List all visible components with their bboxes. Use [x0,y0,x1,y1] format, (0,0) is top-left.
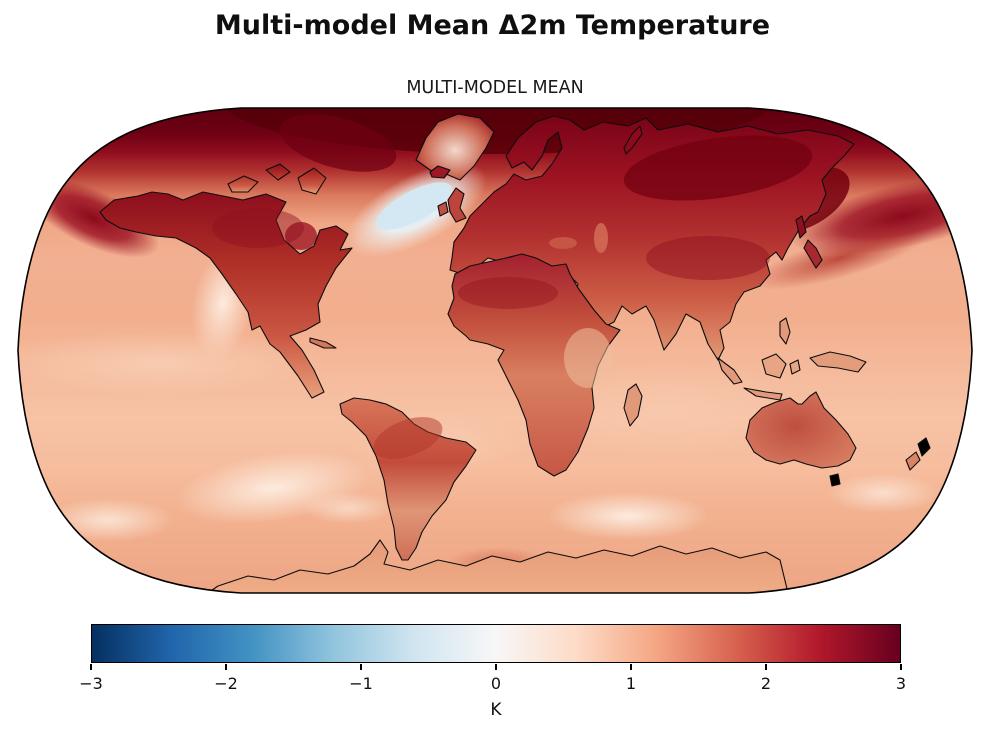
tick-label: −2 [214,674,238,693]
cuba-island [309,337,337,349]
map-panel-title: MULTI-MODEL MEAN [406,78,584,98]
java-island [743,387,783,401]
sahara-dark-anomaly [458,277,558,309]
south-america-landmass [339,397,477,561]
indian-ocean-light [533,363,803,453]
canada-dark-anomaly [212,208,304,248]
ireland-island [437,201,449,217]
colorbar-gradient [91,624,901,663]
new-zealand-south-island [905,451,921,471]
australia-landmass [745,391,857,469]
uk-island [447,187,467,223]
tick-label: −1 [349,674,373,693]
new-zealand-north-island [917,437,931,457]
tick-label: 1 [625,674,637,693]
siberia-dark-anomaly [623,135,813,201]
tick-mark [90,664,92,670]
east-africa-light-anomaly [564,328,612,388]
baffin-warm-patch [279,114,397,172]
colorbar-unit-label: K [490,700,502,720]
borneo-island [761,353,787,379]
tick-mark [765,664,767,670]
tick-label: 0 [490,674,502,693]
sulawesi-island [789,359,801,375]
southern-ocean-light-3 [827,473,939,513]
tick-label: −3 [79,674,103,693]
kuroshio-warm-band [751,226,929,290]
tick-label: 3 [895,674,907,693]
africa-landmass [447,253,621,477]
southern-ocean-light-1 [546,492,710,540]
caspian-sea [594,223,608,253]
tick-mark [495,664,497,670]
new-guinea-island [809,351,867,373]
colorbar-ticks: −3 −2 −1 0 1 2 3 [79,663,906,703]
southern-ocean-light-4 [302,492,394,524]
sumatra-island [717,357,743,385]
black-sea [549,237,577,249]
sakhalin-island [795,215,807,239]
tick-mark [225,664,227,670]
north-america-landmass [99,191,353,399]
colorbar: −3 −2 −1 0 1 2 3 K [79,624,906,734]
tick-label: 2 [760,674,772,693]
japan-islands [803,239,823,269]
north-pacific-warm-patch [26,178,160,258]
tick-mark [360,664,362,670]
southern-ocean-light-2 [42,498,174,542]
world-map-panel [17,107,973,594]
tasmania-island [829,473,841,487]
amazon-dark-anomaly [373,417,443,459]
equatorial-pacific-light [18,331,323,395]
tick-mark [630,664,632,670]
tick-mark [900,664,902,670]
tibet-dark-anomaly [646,236,770,280]
north-atlantic-cold-core [376,182,452,230]
map-outline [17,107,973,594]
antarctica-landmass [207,539,789,593]
canadian-arctic-islands [227,163,327,195]
robinson-map-svg [17,107,973,594]
iceland-island [429,165,451,179]
novaya-zemlya-island [623,125,643,155]
figure-title: Multi-model Mean Δ2m Temperature [214,10,771,41]
madagascar-island [623,383,643,427]
hudson-bay [285,222,317,250]
philippines-islands [779,317,791,345]
